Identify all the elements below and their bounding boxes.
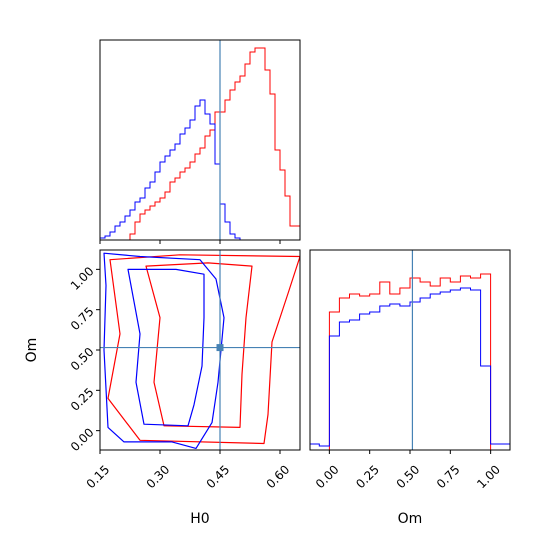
joint-y-tick-label-3: 0.75 bbox=[68, 304, 97, 333]
y-axis-label-om: Om bbox=[24, 338, 40, 363]
h0-hist-frame bbox=[99, 39, 301, 241]
x-axis-label-om: Om bbox=[398, 511, 423, 527]
om-hist-x-tick-label-3: 0.75 bbox=[434, 462, 463, 491]
joint-contour-3 bbox=[127, 268, 205, 427]
om-hist-series-0-steps bbox=[310, 273, 510, 450]
joint-x-tick-label-0: 0.15 bbox=[84, 462, 113, 491]
joint-y-tick-label-2: 0.50 bbox=[68, 345, 97, 374]
h0-hist-series-1-steps bbox=[99, 99, 300, 241]
joint-contour-0 bbox=[107, 254, 300, 445]
om-hist-series-1-steps bbox=[310, 287, 510, 447]
joint-contour-1 bbox=[145, 262, 253, 428]
joint-contour-2 bbox=[103, 252, 225, 449]
joint-x-tick-label-2: 0.45 bbox=[204, 462, 233, 491]
om-marginal-histogram-panel: 0.00 0.25 0.50 0.75 1.00 bbox=[309, 249, 511, 491]
joint-contour-group bbox=[103, 252, 300, 449]
om-hist-x-tick-label-4: 1.00 bbox=[474, 462, 503, 491]
joint-y-tick-label-0: 0.00 bbox=[68, 425, 97, 454]
joint-x-tick-label-3: 0.60 bbox=[264, 462, 293, 491]
om-hist-group bbox=[310, 273, 510, 450]
x-axis-label-h0: H0 bbox=[190, 511, 209, 527]
h0-hist-series-0-steps bbox=[100, 47, 301, 241]
h0-marginal-histogram-panel bbox=[99, 39, 301, 244]
joint-x-tick-label-1: 0.30 bbox=[144, 462, 173, 491]
om-hist-x-tick-label-0: 0.00 bbox=[313, 462, 342, 491]
h0-om-contour-panel: 0.15 0.30 0.45 0.60 0.00 0.25 0.50 0.75 1.00 bbox=[68, 249, 301, 491]
om-hist-x-tick-label-1: 0.25 bbox=[353, 462, 382, 491]
joint-truth-marker bbox=[216, 344, 224, 352]
joint-y-tick-label-1: 0.25 bbox=[68, 385, 97, 414]
joint-y-tick-label-4: 1.00 bbox=[68, 264, 97, 293]
om-hist-x-tick-label-2: 0.50 bbox=[394, 462, 423, 491]
